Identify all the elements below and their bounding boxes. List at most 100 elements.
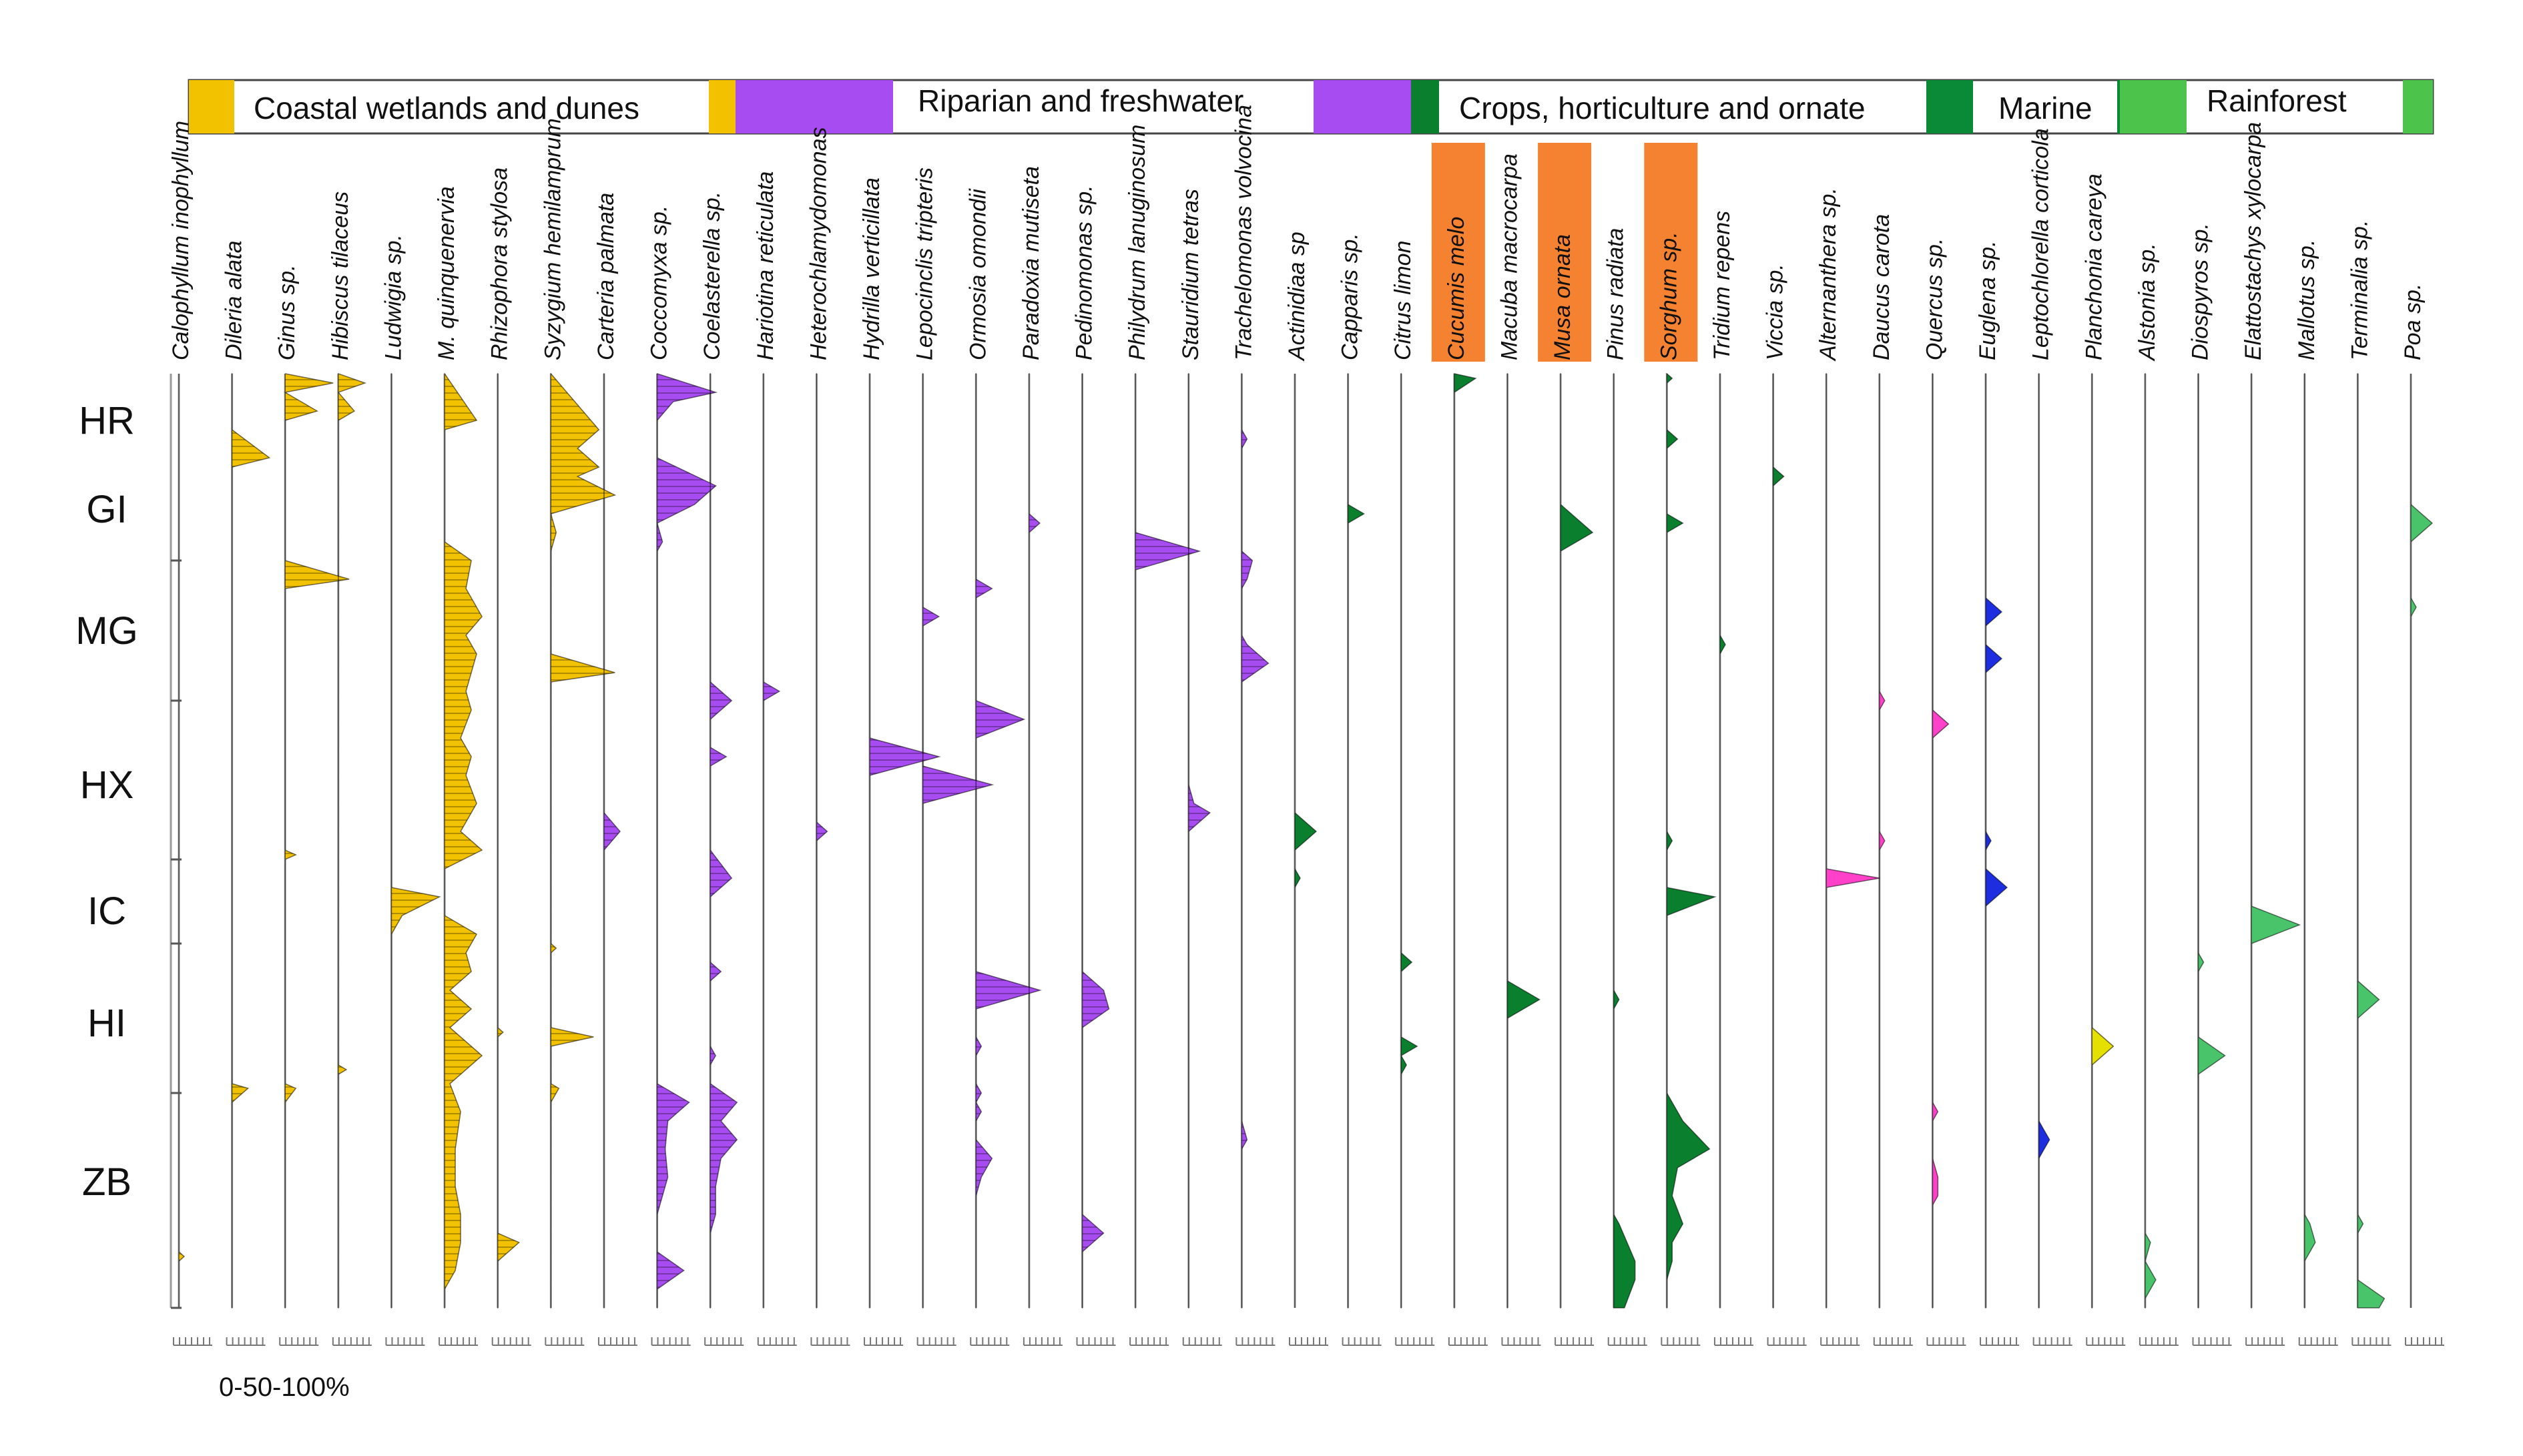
taxon-label-hydrilla-verticillata: Hydrilla verticillata [859, 177, 884, 360]
curve-planchonia-careya [2091, 373, 2115, 1309]
curve-alstonia-sp [2145, 374, 2157, 1308]
scale-tick-musa-ornata [1555, 1337, 1595, 1346]
scale-tick-mallotus-sp [2298, 1337, 2338, 1346]
curve-hatch-ormosia-omondii [976, 374, 1041, 1308]
curve-philydrum-lanuginosum [1135, 373, 1201, 1309]
curve-hatch-syzygium-hemilamprum [551, 374, 615, 1308]
taxon-label-quercus-sp: Quercus sp. [1922, 238, 1947, 360]
taxon-label-alstonia-sp: Alstonia sp. [2135, 243, 2160, 362]
taxon-label-heterochlamydomonas: Heterochlamydomonas [806, 127, 831, 360]
taxon-label-actinidiaa-sp: Actinidiaa sp [1284, 232, 1310, 362]
taxon-label-mallotus-sp: Mallotus sp. [2294, 240, 2319, 360]
scale-tick-citrus-limon [1395, 1337, 1435, 1346]
scale-tick-hariotina-reticulata [757, 1337, 797, 1346]
taxon-label-alternanthera-sp: Alternanthera sp. [1815, 188, 1841, 362]
scale-tick-daucus-carota [1873, 1337, 1913, 1346]
scale-tick-stauridium-tetras [1182, 1337, 1222, 1346]
taxon-label-lepocinclis-tripteris: Lepocinclis tripteris [912, 167, 938, 360]
taxon-label-tridium-repens: Tridium repens [1709, 211, 1735, 360]
curve-poa-sp [2410, 374, 2434, 1308]
curve-macuba-macrocarpa [1506, 373, 1540, 1309]
scale-tick-ludwigia-sp [385, 1337, 425, 1346]
taxon-label-ginus-sp: Ginus sp. [274, 264, 300, 360]
taxon-axes [170, 374, 2412, 1308]
taxon-label-hibiscus-tilaceus: Hibiscus tilaceus [328, 192, 353, 360]
curve-hatch-stauridium-tetras [1188, 374, 1210, 1308]
scale-tick-dileria-alata [226, 1337, 266, 1346]
curve-leptochlorella-corticola [2038, 373, 2050, 1309]
taxon-label-cucumis-melo: Cucumis melo [1444, 217, 1469, 360]
group-label-rainforest: Rainforest [2207, 83, 2347, 118]
curve-hatch-coelasterella-sp [710, 374, 738, 1308]
legend-swatch-riparian-end [1314, 80, 1411, 133]
taxon-label-philydrum-lanuginosum: Philydrum lanuginosum [1125, 125, 1150, 360]
taxon-label-carteria-palmata: Carteria palmata [593, 193, 619, 360]
scale-tick-ginus-sp [279, 1337, 319, 1346]
scale-tick-quercus-sp [1926, 1337, 1966, 1346]
scale-tick-ormosia-omondii [970, 1337, 1010, 1346]
curve-cucumis-melo [1454, 373, 1477, 1309]
taxon-label-leptochlorella-corticola: Leptochlorella corticola [2028, 128, 2054, 360]
taxon-label-rhizophora-stylosa: Rhizophora stylosa [487, 167, 513, 360]
curve-hatch-hibiscus-tilaceus [338, 374, 365, 1308]
scale-tick-syzygium-hemilamprum [545, 1337, 585, 1346]
taxon-label-viccia-sp: Viccia sp. [1763, 264, 1788, 360]
curve-pinus-radiata [1613, 373, 1636, 1309]
legend-swatch-rainforest [2120, 80, 2187, 133]
taxon-label-daucus-carota: Daucus carota [1869, 214, 1894, 360]
zone-label-ic: IC [87, 889, 126, 933]
scale-tick-euglena-sp [1980, 1337, 2020, 1346]
curve-hatch-paradoxia-mutiseta [1029, 374, 1040, 1308]
taxon-label-sorghum-sp: Sorghum sp. [1656, 232, 1681, 360]
zone-label-hx: HX [80, 763, 134, 807]
curve-rhizophora-stylosa [497, 373, 521, 1309]
curve-hatch-heterochlamydomonas [816, 374, 828, 1308]
curve-hatch-trachelomonas-volvocina [1241, 374, 1269, 1308]
legend-swatch-coastal [189, 80, 234, 133]
curve-ginus-sp [284, 373, 350, 1309]
bottom-scales [173, 1337, 2444, 1346]
legend-swatch-marine-end [2117, 80, 2120, 133]
taxon-label-capparis-sp: Capparis sp. [1338, 233, 1363, 360]
taxon-label-coelasterella-sp: Coelasterella sp. [699, 192, 725, 360]
zone-label-hi: HI [87, 1002, 126, 1045]
scale-tick-macuba-macrocarpa [1501, 1337, 1541, 1346]
curve-ludwigia-sp [390, 373, 441, 1309]
curve-paradoxia-mutiseta [1029, 374, 1041, 1308]
zone-label-gi: GI [86, 488, 127, 531]
group-label-coastal: Coastal wetlands and dunes [254, 91, 639, 125]
zone-label-mg: MG [75, 609, 137, 653]
curve-hydrilla-verticillata [869, 373, 941, 1309]
scale-tick-capparis-sp [1342, 1337, 1382, 1346]
scale-tick-alstonia-sp [2139, 1337, 2179, 1346]
curve-stauridium-tetras [1188, 373, 1211, 1309]
taxon-label-poa-sp: Poa sp. [2400, 284, 2426, 360]
curve-hatch-dileria-alata [232, 374, 270, 1308]
scale-tick-elattostachys-xylocarpa [2245, 1337, 2285, 1346]
taxon-label-stauridium-tetras: Stauridium tetras [1178, 189, 1203, 360]
highlight-cucumis-melo [1431, 143, 1485, 362]
curve-euglena-sp [1985, 373, 2008, 1309]
taxon-label-m-quinquenervia: M. quinquenervia [434, 186, 459, 360]
curve-musa-ornata [1560, 374, 1594, 1308]
scale-tick-carteria-palmata [597, 1337, 637, 1346]
curve-trachelomonas-volvocina [1241, 373, 1270, 1309]
legend-swatch-riparian [736, 80, 893, 133]
curve-pedinomonas-sp [1081, 373, 1110, 1309]
legend-swatch-rainforest-end [2403, 80, 2433, 133]
scale-tick-viccia-sp [1767, 1337, 1807, 1346]
zone-label-hr: HR [79, 399, 135, 442]
curve-terminalia-sp [2357, 373, 2386, 1309]
curve-heterochlamydomonas [816, 373, 828, 1309]
taxon-label-syzygium-hemilamprum: Syzygium hemilamprum [540, 118, 565, 360]
group-label-crops: Crops, horticulture and ornate [1459, 91, 1866, 125]
scale-tick-tridium-repens [1713, 1337, 1753, 1346]
taxon-label-terminalia-sp: Terminalia sp. [2347, 220, 2372, 360]
curve-hatch-hariotina-reticulata [763, 374, 780, 1308]
scale-tick-leptochlorella-corticola [2032, 1337, 2072, 1346]
taxon-label-calophyllum-inophyllum: Calophyllum inophyllum [168, 121, 194, 360]
taxon-label-pedinomonas-sp: Pedinomonas sp. [1072, 185, 1097, 360]
curve-capparis-sp [1347, 373, 1366, 1309]
zone-label-zb: ZB [82, 1160, 131, 1204]
curve-daucus-carota [1879, 373, 1886, 1309]
